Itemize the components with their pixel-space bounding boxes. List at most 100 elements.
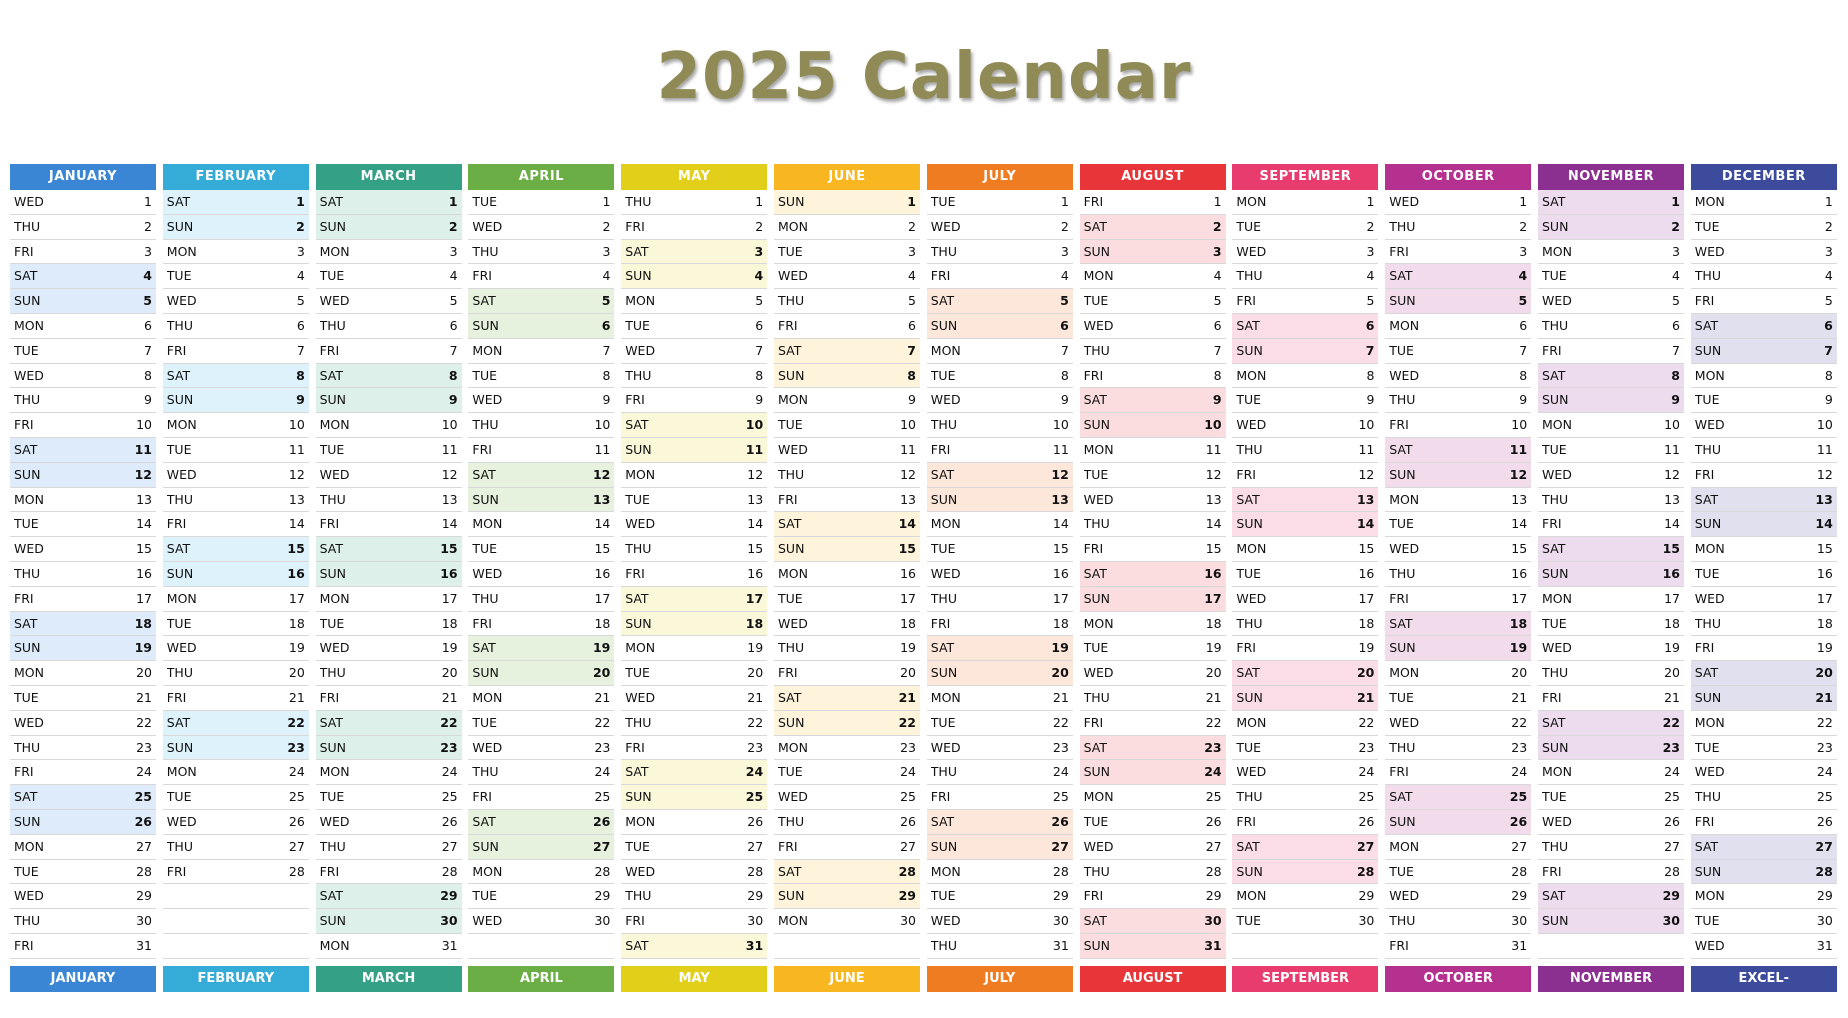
day-number: 13 (900, 491, 916, 507)
day-row: 23 (10, 736, 156, 761)
day-row: 27 (1079, 835, 1226, 860)
day-number: 23 (1662, 739, 1680, 755)
day-number: 22 (287, 714, 305, 730)
day-number: 13 (1511, 491, 1528, 507)
day-row: 2 (774, 215, 920, 240)
day-row: 5 (1690, 289, 1837, 314)
day-number: 2 (1671, 218, 1680, 234)
day-number: 14 (441, 516, 458, 532)
day-row: 19 (926, 636, 1073, 662)
day-number: 28 (1205, 863, 1222, 879)
day-number: 27 (1356, 838, 1375, 854)
day-row: 24 (1079, 760, 1226, 786)
day-number: 11 (288, 441, 305, 457)
day-row: 28 (10, 860, 156, 885)
day-number: 7 (1519, 342, 1528, 358)
day-number: 29 (747, 888, 764, 904)
day-number: 13 (1205, 491, 1222, 507)
day-row: 30 (621, 909, 768, 934)
day-row: 5 (468, 289, 615, 314)
month-footer: NOVEMBER (1538, 966, 1684, 992)
day-number: 7 (1824, 342, 1833, 358)
day-row: 21 (774, 685, 920, 711)
day-number: 16 (900, 565, 916, 581)
day-number: 3 (1672, 243, 1680, 259)
day-row: 6 (1385, 314, 1532, 339)
day-number: 11 (1509, 441, 1528, 457)
day-number: 8 (755, 367, 764, 383)
day-number: 27 (288, 838, 305, 854)
day-number: 22 (898, 714, 916, 730)
day-row: 17 (1079, 586, 1226, 612)
day-number: 1 (1519, 194, 1528, 209)
day-number: 3 (144, 243, 152, 259)
day-number: 24 (441, 764, 458, 780)
day-row: 24 (1690, 760, 1837, 786)
day-number: 21 (1664, 689, 1680, 705)
day-number: 22 (1511, 714, 1528, 730)
day-number: 18 (900, 615, 916, 631)
empty-row (774, 934, 920, 959)
day-number: 5 (1213, 293, 1222, 309)
day-number: 18 (594, 615, 611, 631)
day-number: 11 (1358, 441, 1375, 457)
day-number: 13 (1815, 491, 1833, 507)
day-number: 16 (287, 565, 305, 581)
day-row: 15 (774, 537, 920, 562)
day-number: 27 (1051, 838, 1069, 854)
day-number: 7 (1672, 342, 1680, 358)
month-footer: APRIL (468, 966, 615, 992)
weekday-labels: WED THU FRI SAT SUN MON TUE WED THU FRI … (14, 194, 44, 953)
day-row: 18 (1538, 612, 1684, 637)
day-number: 24 (1358, 764, 1375, 780)
day-row: 12 (1232, 463, 1379, 488)
day-number: 28 (441, 863, 458, 879)
month-header: MAY (621, 164, 768, 190)
day-number: 16 (440, 565, 458, 581)
day-number: 5 (755, 293, 764, 309)
day-number: 30 (440, 913, 458, 929)
day-number: 2 (144, 218, 152, 234)
day-number: 16 (1816, 565, 1833, 581)
day-row: 20 (926, 661, 1073, 686)
month-october: OCTOBER 1 2 3 4 5 6 7 8 9 10 11 12 13 14 15 16 17 18 19 20 21… (1385, 164, 1532, 959)
day-number: 23 (1816, 739, 1833, 755)
day-row: 31 (1079, 933, 1226, 959)
day-row: 8 (10, 364, 156, 389)
day-row: 17 (1690, 587, 1837, 612)
day-row: 24 (774, 760, 920, 786)
day-number: 10 (1511, 417, 1528, 433)
day-number: 10 (136, 417, 152, 433)
day-row: 30 (1690, 909, 1837, 934)
day-row: 18 (1232, 612, 1379, 637)
empty-row (1538, 934, 1684, 959)
day-number: 26 (1816, 813, 1833, 829)
day-number: 19 (134, 640, 152, 656)
day-row: 11 (1385, 437, 1532, 463)
day-row: 27 (621, 835, 768, 860)
day-number: 13 (1051, 491, 1069, 507)
month-days: 1 2 3 4 5 6 7 8 9 10 11 12 13 14 15 16 17 18 19 20 21 22 23 24 2… (1385, 190, 1532, 959)
day-row: 26 (1538, 810, 1684, 835)
day-row: 6 (1690, 313, 1837, 339)
day-number: 23 (440, 739, 458, 755)
day-row: 6 (10, 314, 156, 339)
day-number: 26 (1358, 813, 1375, 829)
day-row: 26 (10, 809, 156, 835)
day-number: 29 (440, 888, 458, 904)
day-number: 20 (1356, 665, 1375, 681)
day-row: 27 (1538, 835, 1684, 860)
day-row: 1 (1690, 190, 1837, 215)
day-row: 29 (1690, 884, 1837, 910)
day-row: 15 (1538, 537, 1684, 562)
day-number: 21 (288, 689, 305, 705)
day-row: 11 (468, 438, 615, 463)
day-row: 27 (926, 834, 1073, 860)
day-row: 25 (1385, 785, 1532, 810)
day-row: 24 (1385, 760, 1532, 786)
day-number: 3 (908, 243, 916, 259)
day-number: 28 (1815, 863, 1833, 879)
day-number: 3 (754, 243, 764, 259)
day-number: 11 (1664, 441, 1680, 457)
day-number: 7 (755, 342, 764, 358)
